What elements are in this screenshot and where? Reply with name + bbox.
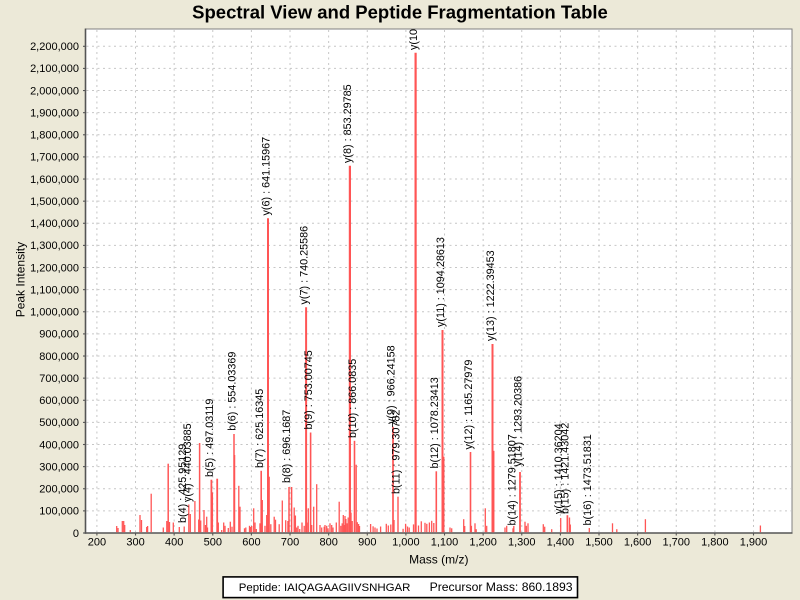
svg-text:1,600,000: 1,600,000 [30, 174, 79, 186]
svg-text:1,400: 1,400 [547, 537, 575, 549]
svg-text:1,900: 1,900 [740, 537, 768, 549]
svg-text:100,000: 100,000 [39, 506, 79, 518]
svg-text:1,500,000: 1,500,000 [30, 196, 79, 208]
svg-text:y(10): y(10) [408, 25, 420, 50]
svg-text:Peptide: IAIQAGAAGIIVSNHGAR: Peptide: IAIQAGAAGIIVSNHGAR [239, 582, 411, 594]
svg-text:b(11) : 979.30782: b(11) : 979.30782 [390, 410, 402, 494]
svg-text:300: 300 [126, 537, 144, 549]
svg-text:1,200,000: 1,200,000 [30, 262, 79, 274]
svg-text:200,000: 200,000 [39, 484, 79, 496]
svg-text:900,000: 900,000 [39, 329, 79, 341]
svg-text:200: 200 [88, 537, 106, 549]
svg-text:b(9) : 753.00745: b(9) : 753.00745 [303, 350, 315, 429]
svg-text:b(4) : 425.95129: b(4) : 425.95129 [177, 444, 189, 523]
svg-text:800: 800 [319, 537, 337, 549]
svg-text:800,000: 800,000 [39, 351, 79, 363]
svg-text:1,600: 1,600 [624, 537, 652, 549]
svg-text:1,900,000: 1,900,000 [30, 107, 79, 119]
svg-text:y(8) : 853.29785: y(8) : 853.29785 [342, 84, 354, 163]
svg-text:y(15) : 1410.36204: y(15) : 1410.36204 [553, 423, 565, 514]
svg-text:400,000: 400,000 [39, 439, 79, 451]
svg-text:0: 0 [73, 528, 79, 540]
svg-text:1,000: 1,000 [392, 537, 420, 549]
svg-text:700,000: 700,000 [39, 373, 79, 385]
svg-text:b(7) : 625.16345: b(7) : 625.16345 [254, 389, 266, 468]
svg-text:b(15) : 1421.43042: b(15) : 1421.43042 [560, 423, 572, 514]
svg-text:700: 700 [281, 537, 299, 549]
svg-text:600: 600 [242, 537, 260, 549]
svg-text:300,000: 300,000 [39, 461, 79, 473]
svg-text:1,700: 1,700 [662, 537, 690, 549]
svg-text:y(7) : 740.25586: y(7) : 740.25586 [299, 226, 311, 305]
svg-text:y(11) : 1094.28613: y(11) : 1094.28613 [435, 237, 447, 327]
svg-text:b(8) : 696.1687: b(8) : 696.1687 [281, 410, 293, 483]
svg-text:Precursor Mass: 860.1893: Precursor Mass: 860.1893 [430, 580, 573, 594]
svg-text:1,000,000: 1,000,000 [30, 307, 79, 319]
svg-text:b(16) : 1473.51831: b(16) : 1473.51831 [582, 434, 594, 525]
svg-text:b(14) : 1279.51807: b(14) : 1279.51807 [506, 434, 518, 525]
svg-text:b(6) : 554.03369: b(6) : 554.03369 [227, 352, 239, 431]
svg-text:Mass (m/z): Mass (m/z) [409, 553, 468, 567]
svg-text:1,200: 1,200 [469, 537, 497, 549]
svg-text:y(13) : 1222.39453: y(13) : 1222.39453 [485, 250, 497, 341]
svg-text:2,000,000: 2,000,000 [30, 85, 79, 97]
svg-text:1,300,000: 1,300,000 [30, 240, 79, 252]
svg-text:b(5) : 497.03119: b(5) : 497.03119 [204, 399, 216, 477]
svg-text:1,700,000: 1,700,000 [30, 152, 79, 164]
svg-text:1,400,000: 1,400,000 [30, 218, 79, 230]
svg-text:1,500: 1,500 [585, 537, 613, 549]
svg-text:y(9) : 966.24158: y(9) : 966.24158 [385, 345, 397, 424]
svg-text:b(12) : 1078.23413: b(12) : 1078.23413 [429, 377, 441, 468]
svg-text:y(14) : 1293.20386: y(14) : 1293.20386 [513, 376, 525, 467]
svg-text:500,000: 500,000 [39, 417, 79, 429]
svg-text:y(6) : 641.15967: y(6) : 641.15967 [261, 137, 273, 216]
svg-text:1,100,000: 1,100,000 [30, 284, 79, 296]
svg-text:1,800,000: 1,800,000 [30, 130, 79, 142]
svg-text:600,000: 600,000 [39, 395, 79, 407]
svg-text:1,100: 1,100 [431, 537, 459, 549]
svg-text:500: 500 [204, 537, 222, 549]
svg-text:900: 900 [358, 537, 376, 549]
svg-text:b(10) : 866.0835: b(10) : 866.0835 [347, 359, 359, 438]
svg-text:1,800: 1,800 [701, 537, 729, 549]
svg-text:1,300: 1,300 [508, 537, 536, 549]
svg-text:2,200,000: 2,200,000 [30, 41, 79, 53]
svg-text:y(12) : 1165.27979: y(12) : 1165.27979 [463, 360, 475, 450]
svg-text:Spectral View and Peptide Frag: Spectral View and Peptide Fragmentation … [192, 2, 608, 23]
svg-text:2,100,000: 2,100,000 [30, 63, 79, 75]
svg-text:Peak Intensity: Peak Intensity [13, 242, 27, 317]
svg-text:400: 400 [165, 537, 183, 549]
svg-text:y(4) : 440.03885: y(4) : 440.03885 [182, 423, 194, 502]
